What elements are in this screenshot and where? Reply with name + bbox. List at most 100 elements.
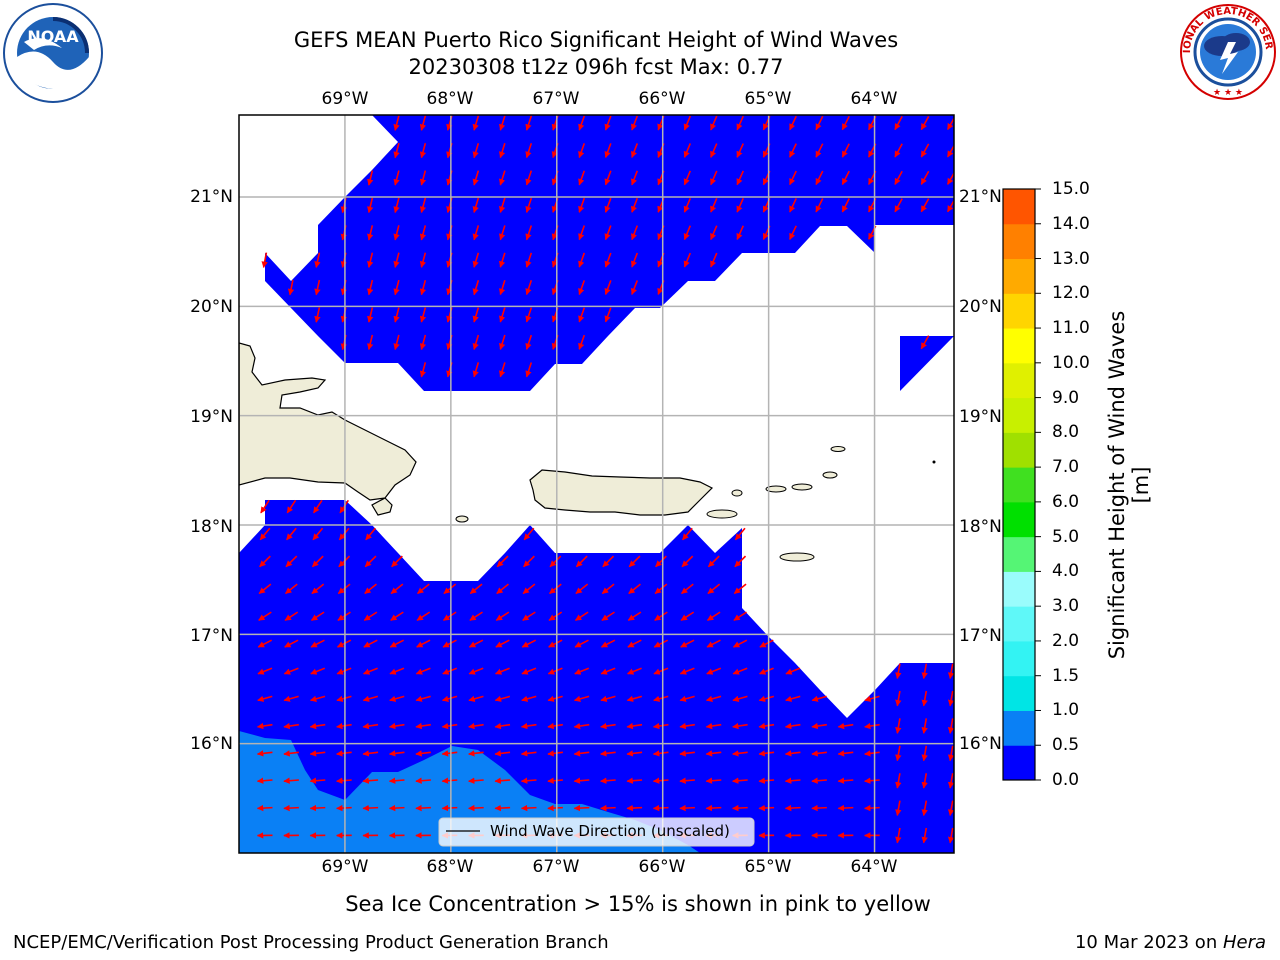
wave-direction-arrow <box>547 695 563 702</box>
wave-direction-arrow <box>732 777 748 784</box>
colorbar-tick-label: 11.0 <box>1052 318 1090 339</box>
wave-direction-arrow <box>758 750 775 757</box>
colorbar <box>1002 188 1041 781</box>
wave-direction-arrow <box>367 197 374 214</box>
wave-direction-arrow <box>494 750 511 757</box>
wave-direction-arrow <box>472 307 480 323</box>
culebra-island <box>731 489 743 497</box>
wave-direction-arrow <box>811 695 827 702</box>
wave-direction-arrow <box>415 722 431 730</box>
wave-direction-arrow <box>367 252 374 268</box>
wave-direction-arrow <box>683 143 692 158</box>
wave-direction-arrow <box>600 639 616 648</box>
wave-direction-arrow <box>837 777 854 784</box>
wave-direction-arrow <box>921 773 928 789</box>
wave-direction-arrow <box>604 225 612 241</box>
colorbar-tick-label: 3.0 <box>1052 596 1080 617</box>
colorbar-bin <box>1003 501 1035 538</box>
wave-direction-arrow <box>789 225 797 240</box>
wave-direction-arrow <box>705 722 722 730</box>
wave-direction-arrow <box>256 722 273 730</box>
colorbar-tick-label: 5.0 <box>1052 526 1080 547</box>
footer-date: 10 Mar 2023 on <box>1074 932 1223 953</box>
wave-direction-arrow <box>472 197 480 213</box>
wave-direction-arrow <box>417 583 430 595</box>
wave-direction-arrow <box>759 639 774 648</box>
wave-direction-arrow <box>310 611 325 621</box>
lon-label-top: 65°W <box>744 89 792 109</box>
wave-direction-arrow <box>710 225 718 241</box>
wave-direction-arrow <box>283 695 299 702</box>
wave-direction-arrow <box>419 334 427 351</box>
wave-direction-arrow <box>362 804 379 812</box>
wave-direction-arrow <box>521 695 537 702</box>
wave-direction-arrow <box>523 527 535 541</box>
wave-direction-arrow <box>525 170 533 186</box>
wave-direction-arrow <box>710 143 718 158</box>
chart-title: GEFS MEAN Puerto Rico Significant Height… <box>293 28 899 52</box>
wave-direction-arrow <box>789 143 797 158</box>
wave-direction-arrow <box>736 225 744 241</box>
wave-direction-arrow <box>472 170 480 186</box>
wave-direction-arrow <box>679 777 695 784</box>
wave-direction-arrow <box>947 773 954 789</box>
wave-direction-arrow <box>758 777 775 784</box>
wave-direction-arrow <box>525 280 533 296</box>
wave-direction-arrow <box>390 611 404 621</box>
wave-direction-arrow <box>627 611 642 621</box>
wave-direction-arrow <box>442 639 457 648</box>
wave-direction-arrow <box>679 722 695 730</box>
wave-direction-arrow <box>441 750 458 757</box>
wave-direction-arrow <box>260 499 270 514</box>
wave-direction-arrow <box>630 170 639 186</box>
wave-direction-arrow <box>419 362 427 378</box>
wave-direction-arrow <box>895 773 902 789</box>
wave-direction-arrow <box>364 583 377 595</box>
wave-direction-arrow <box>310 667 326 675</box>
wave-direction-arrow <box>389 639 405 648</box>
wave-direction-arrow <box>895 718 902 734</box>
wave-direction-arrow <box>441 804 458 812</box>
wave-direction-arrow <box>523 555 535 568</box>
wave-direction-arrow <box>441 695 458 702</box>
wave-direction-arrow <box>921 827 928 844</box>
wave-direction-arrow <box>311 583 325 595</box>
wave-direction-arrow <box>784 722 801 730</box>
wave-direction-arrow <box>393 279 400 296</box>
wave-direction-arrow <box>759 667 774 675</box>
wave-direction-arrow <box>895 745 902 762</box>
wave-direction-arrow <box>653 667 669 675</box>
wave-direction-arrow <box>419 252 427 268</box>
wave-direction-arrow <box>283 722 299 730</box>
hispaniola-land <box>239 342 417 516</box>
wave-direction-arrow <box>312 527 324 541</box>
wave-direction-arrow <box>499 252 506 268</box>
wave-direction-arrow <box>578 115 586 131</box>
wave-direction-arrow <box>363 639 378 648</box>
wave-direction-arrow <box>525 252 533 268</box>
wave-direction-arrow <box>495 639 510 648</box>
wave-direction-arrow <box>758 695 775 702</box>
wave-direction-arrow <box>604 307 612 323</box>
wave-direction-arrow <box>574 667 590 675</box>
wave-direction-arrow <box>415 750 431 757</box>
colorbar-bin <box>1003 467 1035 503</box>
lon-label-bottom: 68°W <box>426 857 474 877</box>
map-legend <box>438 817 755 847</box>
wave-direction-arrow <box>705 804 722 812</box>
wave-direction-arrow <box>548 639 563 648</box>
wave-direction-arrow <box>441 777 458 784</box>
wave-direction-arrow <box>525 115 533 131</box>
colorbar-tick-label: 0.0 <box>1052 770 1080 790</box>
wave-direction-arrow <box>630 115 639 131</box>
wave-direction-arrow <box>789 198 797 213</box>
wave-direction-arrow <box>472 334 480 350</box>
colorbar-bin <box>1003 362 1035 399</box>
wave-direction-arrow <box>367 307 374 323</box>
colorbar-bin <box>1003 189 1035 225</box>
wave-direction-arrow <box>522 583 536 595</box>
map-frame <box>238 114 955 854</box>
wave-direction-arrow <box>947 827 954 844</box>
wave-direction-arrow <box>257 667 273 675</box>
wave-direction-arrow <box>499 225 506 241</box>
